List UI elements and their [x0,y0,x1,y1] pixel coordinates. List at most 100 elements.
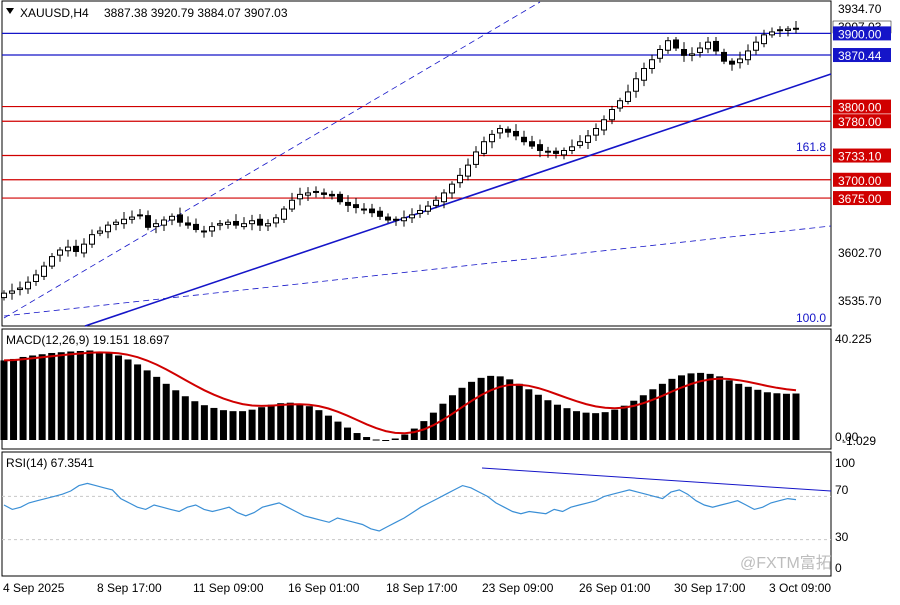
candle [737,51,743,69]
trendline-dashed-lower [3,225,832,317]
level-tag [833,99,891,114]
macd-bar [658,383,666,440]
candle-body [49,256,55,267]
candle [169,213,175,226]
candle [545,146,551,158]
candle-body [89,234,95,245]
candle-body [73,245,79,252]
macd-bar [525,389,533,440]
macd-bar [706,373,714,440]
candle [241,217,247,230]
candle-body [289,199,295,210]
candle [337,191,343,205]
candle [113,219,119,231]
macd-bar [448,395,456,440]
candle-body [457,174,463,184]
macd-title: MACD(12,26,9) 19.151 18.697 [6,333,170,347]
macd-bar [296,403,304,440]
macd-bar [162,383,170,440]
trendline-solid [84,73,832,327]
candle-body [473,151,479,165]
triangle-down-icon[interactable] [6,8,14,14]
candle [305,187,311,201]
candle-body [601,119,607,131]
macd-bar [105,352,113,440]
candle-body [641,68,647,81]
macd-bar [219,410,227,440]
candle [137,209,143,220]
candle [441,189,447,209]
macd-bar [630,400,638,440]
candle [609,105,615,125]
candle-body [65,246,71,252]
candle [121,211,127,229]
candle-body [321,192,327,195]
candle [177,207,183,227]
candle [721,48,727,65]
macd-bar [239,411,247,440]
macd-bar [553,404,561,440]
candle-body [121,218,127,225]
candle-body [393,218,399,221]
candle [633,72,639,98]
level-label: 3700.00 [838,174,882,188]
fibo-label-100: 100.0 [796,311,826,325]
candle-body [737,58,743,64]
candle-body [521,136,527,143]
candle [601,115,607,136]
macd-bar [372,439,380,441]
candle-body [225,221,231,225]
macd-bar [29,355,37,440]
level-tag [833,48,891,63]
candle [785,26,791,37]
candle [585,129,591,150]
macd-bar [697,372,705,440]
candle [673,37,679,51]
candle [89,229,95,248]
candle [57,247,63,262]
price-layer [1,1,832,327]
macd-bar [649,389,657,440]
rsi-line [3,482,797,532]
candle [409,208,415,223]
candle [449,181,455,199]
price-tick-top: 3934.70 [838,2,882,16]
macd-bar [38,354,46,440]
candle [657,45,663,63]
macd-bar [420,421,428,440]
candle-body [513,130,519,137]
candle-body [129,216,135,220]
candle [665,37,671,54]
candle-body [761,34,767,45]
candle [297,187,303,206]
candle-body [153,223,159,228]
candle-body [1,292,7,299]
candle-body [481,141,487,154]
candle-body [257,218,263,226]
macd-bar [258,407,266,440]
macd-bar [735,383,743,440]
level-tag [833,114,891,129]
candle-body [793,27,799,30]
candle-body [337,193,343,203]
macd-bar [363,437,371,440]
candle [489,129,495,149]
candle-body [497,128,503,134]
macd-bar [324,415,332,440]
candle [577,135,583,149]
candle [153,219,159,234]
candle-body [681,48,687,56]
candle-body [265,223,271,227]
candle [145,210,151,231]
time-label: 11 Sep 09:00 [193,581,264,595]
fibo-label-161: 161.8 [796,140,826,154]
macd-bar [0,360,8,440]
macd-bar [687,373,695,440]
candle-body [449,183,455,194]
candle [521,130,527,146]
candle [329,190,335,200]
candle-body [57,249,63,256]
macd-bar [172,390,180,440]
